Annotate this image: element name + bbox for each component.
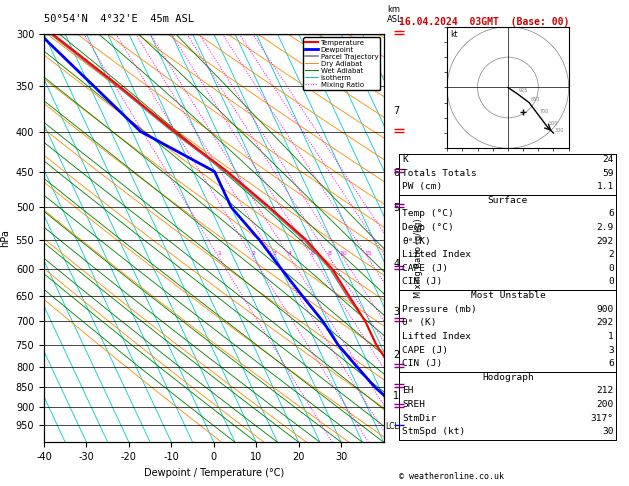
Text: CAPE (J): CAPE (J)	[402, 346, 448, 354]
Text: CIN (J): CIN (J)	[402, 359, 442, 368]
Text: θᵉ(K): θᵉ(K)	[402, 237, 431, 245]
Text: Most Unstable: Most Unstable	[470, 291, 545, 300]
Text: 3: 3	[272, 250, 276, 256]
Text: 1: 1	[217, 250, 221, 256]
Text: 3: 3	[608, 346, 614, 354]
Text: 317°: 317°	[591, 414, 614, 422]
Text: 212: 212	[597, 386, 614, 395]
Text: StmSpd (kt): StmSpd (kt)	[402, 427, 465, 436]
Text: 16.04.2024  03GMT  (Base: 00): 16.04.2024 03GMT (Base: 00)	[399, 17, 570, 27]
Text: Surface: Surface	[488, 196, 528, 205]
Text: 900: 900	[597, 305, 614, 313]
Text: Hodograph: Hodograph	[482, 373, 534, 382]
Text: 8: 8	[328, 250, 331, 256]
Text: 59: 59	[603, 169, 614, 177]
Text: 2.9: 2.9	[597, 223, 614, 232]
Text: 10: 10	[339, 250, 347, 256]
Text: Pressure (mb): Pressure (mb)	[402, 305, 477, 313]
Text: 2: 2	[608, 250, 614, 259]
Text: Dewp (°C): Dewp (°C)	[402, 223, 454, 232]
Text: Temp (°C): Temp (°C)	[402, 209, 454, 218]
Text: 15: 15	[364, 250, 372, 256]
Text: 6: 6	[311, 250, 314, 256]
Y-axis label: hPa: hPa	[0, 229, 10, 247]
Text: 700: 700	[540, 109, 549, 114]
Text: 500: 500	[549, 122, 559, 126]
Text: PW (cm): PW (cm)	[402, 182, 442, 191]
Legend: Temperature, Dewpoint, Parcel Trajectory, Dry Adiabat, Wet Adiabat, Isotherm, Mi: Temperature, Dewpoint, Parcel Trajectory…	[303, 37, 380, 90]
Text: 300: 300	[555, 127, 564, 133]
Text: 292: 292	[597, 237, 614, 245]
Text: CAPE (J): CAPE (J)	[402, 264, 448, 273]
X-axis label: Dewpoint / Temperature (°C): Dewpoint / Temperature (°C)	[144, 468, 284, 478]
Text: Lifted Index: Lifted Index	[402, 250, 471, 259]
Text: 30: 30	[603, 427, 614, 436]
Text: 50°54'N  4°32'E  45m ASL: 50°54'N 4°32'E 45m ASL	[44, 14, 194, 24]
Text: 850: 850	[531, 97, 540, 102]
Text: 2: 2	[251, 250, 255, 256]
Text: km
ASL: km ASL	[387, 5, 403, 24]
Text: K: K	[402, 155, 408, 164]
Text: CIN (J): CIN (J)	[402, 278, 442, 286]
Text: Mixing Ratio (g/kg): Mixing Ratio (g/kg)	[414, 219, 423, 298]
Text: LCL: LCL	[385, 422, 399, 431]
Text: kt: kt	[450, 30, 458, 39]
Text: Totals Totals: Totals Totals	[402, 169, 477, 177]
Text: StmDir: StmDir	[402, 414, 437, 422]
Text: 6: 6	[608, 359, 614, 368]
Text: EH: EH	[402, 386, 413, 395]
Text: 200: 200	[597, 400, 614, 409]
Text: SREH: SREH	[402, 400, 425, 409]
Text: 0: 0	[608, 264, 614, 273]
Text: θᵉ (K): θᵉ (K)	[402, 318, 437, 327]
Text: Lifted Index: Lifted Index	[402, 332, 471, 341]
Text: © weatheronline.co.uk: © weatheronline.co.uk	[399, 472, 504, 481]
Text: 0: 0	[608, 278, 614, 286]
Text: 292: 292	[597, 318, 614, 327]
Text: 24: 24	[603, 155, 614, 164]
Text: 1: 1	[608, 332, 614, 341]
Text: 1.1: 1.1	[597, 182, 614, 191]
Text: 925: 925	[518, 88, 528, 93]
Text: 20: 20	[382, 250, 390, 256]
Text: 6: 6	[608, 209, 614, 218]
Text: 4: 4	[288, 250, 292, 256]
